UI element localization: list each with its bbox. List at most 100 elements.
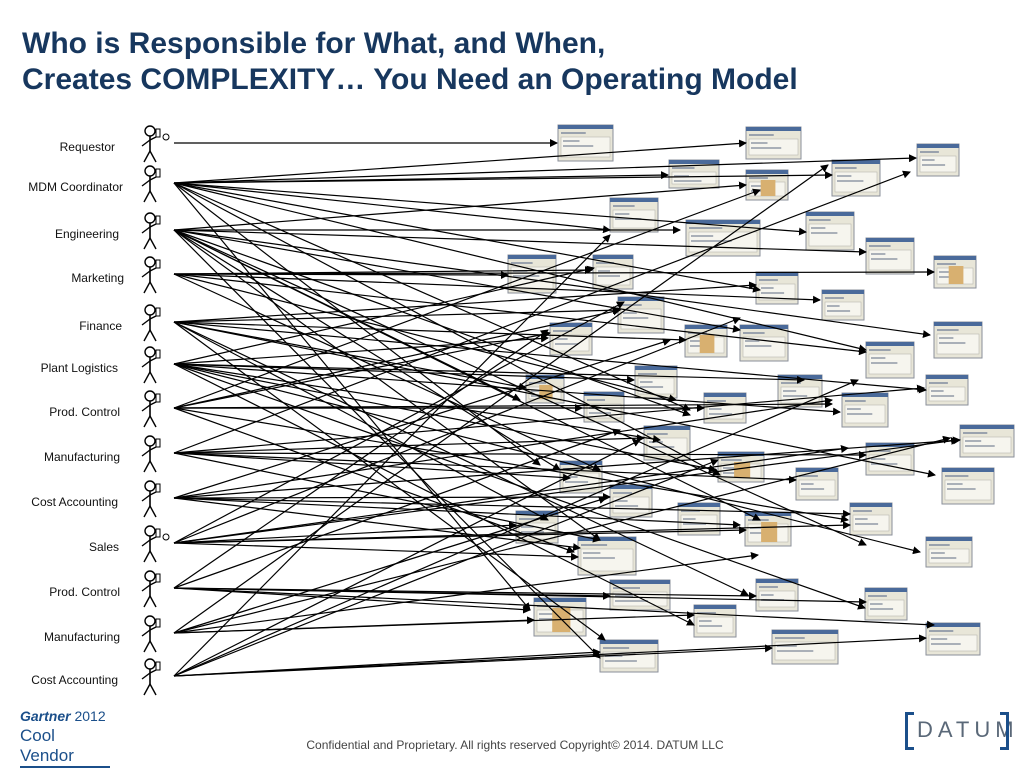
responsibility-arrow	[173, 170, 911, 454]
role-label: Marketing	[71, 271, 124, 285]
screen-thumbnail	[933, 255, 977, 289]
screen-thumbnail	[959, 424, 1015, 458]
datum-logo: DATUM	[905, 712, 1014, 750]
logo-bracket-right	[1000, 712, 1009, 750]
responsibility-arrow	[173, 400, 833, 409]
responsibility-arrow	[173, 229, 867, 256]
responsibility-arrow	[173, 611, 695, 634]
screen-thumbnail	[795, 467, 839, 501]
responsibility-arrow	[173, 363, 717, 473]
responsibility-arrow	[173, 281, 757, 323]
responsibility-arrow	[173, 397, 833, 499]
responsibility-arrow	[173, 542, 579, 561]
person-icon	[141, 304, 161, 342]
person-icon	[141, 658, 161, 696]
role-label: Cost Accounting	[31, 495, 118, 509]
screen-thumbnail	[744, 511, 792, 547]
screen-thumbnail	[941, 467, 995, 505]
responsibility-arrow	[173, 321, 936, 478]
responsibility-arrow	[173, 436, 961, 499]
role-label: Engineering	[55, 227, 119, 241]
responsibility-arrow	[173, 587, 757, 600]
responsibility-arrow	[173, 384, 925, 454]
responsibility-arrow	[173, 229, 931, 338]
footer-text: Confidential and Proprietary. All rights…	[306, 738, 724, 752]
role-label: Requestor	[60, 140, 115, 154]
gartner-cool-vendor-label: Cool Vendor	[20, 726, 110, 768]
person-icon	[141, 615, 161, 653]
screen-thumbnail	[925, 622, 981, 656]
screen-thumbnail	[693, 604, 737, 638]
responsibility-arrow	[173, 428, 621, 589]
responsibility-arrow	[173, 306, 621, 323]
gartner-year: 2012	[74, 708, 106, 724]
responsibility-arrow	[173, 634, 927, 677]
gartner-brand: Gartner	[20, 708, 71, 724]
person-icon	[141, 525, 170, 563]
screen-thumbnail	[609, 197, 659, 233]
responsibility-arrow	[173, 435, 951, 634]
responsibility-arrow	[173, 363, 635, 384]
responsibility-arrow	[173, 439, 641, 677]
responsibility-arrow	[173, 182, 867, 353]
title-line-2: Creates COMPLEXITY… You Need an Operatin…	[22, 63, 798, 96]
person-icon	[141, 212, 161, 250]
screen-thumbnail	[703, 392, 747, 424]
responsibility-arrow	[173, 307, 621, 409]
responsibility-arrow	[173, 268, 935, 277]
responsibility-arrow	[173, 164, 829, 634]
screen-thumbnail	[821, 289, 865, 321]
role-label: Sales	[89, 540, 119, 554]
responsibility-arrow	[173, 301, 625, 544]
responsibility-arrow	[173, 458, 719, 677]
responsibility-arrow	[173, 363, 841, 416]
responsibility-arrow	[173, 154, 917, 184]
person-icon	[141, 346, 161, 384]
logo-text: DATUM	[917, 717, 1019, 742]
responsibility-arrow	[173, 188, 761, 409]
gartner-cool-vendor-badge: Gartner 2012 Cool Vendor	[20, 708, 110, 768]
responsibility-arrow	[173, 445, 849, 544]
responsibility-arrow	[173, 182, 611, 234]
screen-thumbnail	[933, 321, 983, 359]
screen-thumbnail	[841, 392, 889, 428]
responsibility-arrow	[173, 182, 807, 236]
screen-thumbnail	[864, 587, 908, 621]
responsibility-arrow	[173, 379, 859, 677]
responsibility-arrow	[173, 363, 661, 443]
slide-title: Who is Responsible for What, and When, C…	[22, 26, 798, 98]
screen-thumbnail	[557, 124, 614, 162]
screen-thumbnail	[684, 324, 728, 358]
screen-thumbnail	[549, 322, 593, 356]
responsibility-arrow	[173, 587, 867, 606]
person-icon	[141, 480, 161, 518]
screen-thumbnail	[865, 341, 915, 379]
responsibility-arrow	[173, 321, 549, 521]
person-icon	[141, 256, 161, 294]
responsibility-arrow	[173, 182, 721, 476]
screen-thumbnail	[925, 536, 973, 568]
screen-thumbnail	[916, 143, 960, 177]
responsibility-arrow	[173, 521, 517, 544]
screen-thumbnail	[668, 159, 720, 189]
responsibility-arrow	[173, 436, 959, 544]
footer-copyright: Confidential and Proprietary. All rights…	[0, 738, 1024, 752]
screen-thumbnail	[755, 578, 799, 612]
screen-thumbnail	[771, 629, 839, 665]
person-icon	[141, 570, 161, 608]
responsibility-arrow	[173, 551, 759, 634]
screen-thumbnail	[865, 237, 915, 275]
person-icon	[141, 125, 170, 163]
responsibility-arrow	[173, 521, 851, 544]
responsibility-arrow	[173, 265, 595, 365]
role-label: Manufacturing	[44, 450, 120, 464]
screen-thumbnail	[745, 169, 789, 201]
responsibility-arrow	[173, 234, 611, 677]
responsibility-arrow	[173, 139, 747, 184]
responsibility-arrow	[173, 434, 645, 454]
responsibility-arrow	[173, 182, 531, 611]
responsibility-arrow	[173, 363, 921, 555]
responsibility-arrow	[173, 273, 821, 304]
responsibility-arrow	[173, 452, 601, 543]
